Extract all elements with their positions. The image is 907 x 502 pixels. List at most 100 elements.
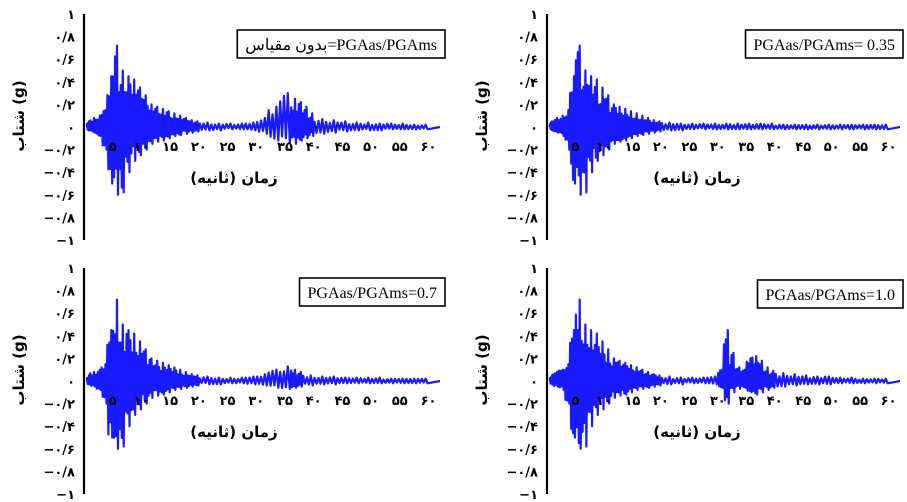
x-tick-label: ۴۵ <box>334 140 350 155</box>
y-axis-title: شتاب (g) <box>473 334 491 405</box>
x-tick-label: ۳۰ <box>710 394 726 409</box>
title-box <box>236 29 446 59</box>
y-tick-label: −۰/۸ <box>43 465 75 480</box>
x-tick-label: ۱۰ <box>596 394 612 409</box>
y-tick-label: −۰/۲ <box>506 398 538 413</box>
x-tick-label: ۱۵ <box>162 140 178 155</box>
x-tick-label: ۵۵ <box>852 394 868 409</box>
x-tick-label: ۵ <box>109 140 117 155</box>
x-tick-label: ۶۰ <box>881 394 897 409</box>
y-tick-label: ۰/۲ <box>517 352 538 367</box>
x-tick-label: ۲۰ <box>191 394 207 409</box>
x-tick-label: ۱۵ <box>624 394 640 409</box>
y-tick-label: −۱ <box>56 488 75 502</box>
x-axis-title: زمان (ثانیه) <box>190 423 277 441</box>
x-tick-label: ۲۵ <box>681 394 697 409</box>
y-tick-label: −۰/۲ <box>43 144 75 159</box>
y-tick-label: −۰/۸ <box>506 211 538 226</box>
y-tick-label: ۰/۲ <box>54 98 75 113</box>
y-tick-label: −۰/۲ <box>43 398 75 413</box>
x-tick-label: ۵ <box>571 394 579 409</box>
y-tick-label: ۱ <box>67 8 75 23</box>
y-tick-label: ۰/۶ <box>54 53 75 68</box>
x-tick-label: ۴۰ <box>306 140 322 155</box>
y-tick-label: −۰/۲ <box>506 144 538 159</box>
y-tick-label: ۱ <box>530 262 538 277</box>
y-tick-label: ۰ <box>67 375 75 390</box>
chart-title: PGAas/PGAms= 0.35 <box>754 37 895 54</box>
acceleration-series-line <box>85 298 441 450</box>
x-tick-label: ۴۵ <box>795 394 811 409</box>
x-tick-label: ۴۵ <box>795 140 811 155</box>
y-tick-label: −۰/۶ <box>43 189 75 204</box>
y-tick-label: −۱ <box>56 234 75 249</box>
y-tick-label: −۰/۶ <box>43 443 75 458</box>
x-tick-label: ۳۵ <box>738 140 754 155</box>
y-tick-label: ۰ <box>530 121 538 136</box>
y-tick-label: ۰ <box>67 121 75 136</box>
y-tick-label: ۰/۶ <box>54 307 75 322</box>
x-tick-label: ۱۰ <box>133 394 149 409</box>
y-tick-label: −۰/۸ <box>506 465 538 480</box>
y-tick-label: ۰/۸ <box>54 31 75 46</box>
x-axis-title: زمان (ثانیه) <box>653 169 740 187</box>
x-tick-label: ۵۵ <box>392 394 408 409</box>
x-tick-label: ۳۰ <box>248 394 264 409</box>
x-tick-label: ۲۵ <box>220 140 236 155</box>
chart-title: PGAas/PGAms=0.7 <box>308 285 437 302</box>
y-tick-label: ۰/۴ <box>517 330 538 345</box>
x-tick-label: ۵۰ <box>363 394 379 409</box>
x-tick-label: ۲۰ <box>653 394 669 409</box>
y-tick-label: ۰/۲ <box>517 98 538 113</box>
chart-panel-2: ۱ ۰/۸ ۰/۶ ۰/۴ ۰/۲ ۰ −۰/۲ −۰/۴ −۰/۶ −۰/۸ −۱ ۵ ۱۰ ۱۵ ۲۰ ۲… <box>473 8 904 249</box>
acceleration-series-line <box>85 44 441 196</box>
y-tick-label: ۰/۸ <box>517 285 538 300</box>
x-tick-label: ۲۰ <box>653 140 669 155</box>
x-tick-label: ۴۰ <box>767 394 783 409</box>
y-tick-label: ۰ <box>530 375 538 390</box>
chart-panel-3: ۱ ۰/۸ ۰/۶ ۰/۴ ۰/۲ ۰ −۰/۲ −۰/۴ −۰/۶ −۰/۸ −۱ ۵ ۱۰ ۱۵ ۲۰ ۲… <box>10 262 446 502</box>
y-tick-label: ۰/۸ <box>517 31 538 46</box>
y-tick-label: −۰/۴ <box>43 420 75 435</box>
x-tick-label: ۵۰ <box>824 394 840 409</box>
x-tick-label: ۳۰ <box>710 140 726 155</box>
x-tick-label: ۴۰ <box>767 140 783 155</box>
y-axis-title: شتاب (g) <box>10 334 28 405</box>
x-axis-title: زمان (ثانیه) <box>190 169 277 187</box>
y-tick-label: −۱ <box>519 234 538 249</box>
x-tick-label: ۳۰ <box>248 140 264 155</box>
y-tick-label: −۰/۸ <box>43 211 75 226</box>
chart-title: بدون مقیاس=PGAas/PGAms <box>245 37 437 54</box>
y-axis-title: شتاب (g) <box>10 80 28 151</box>
x-tick-label: ۵۰ <box>824 140 840 155</box>
x-tick-label: ۱۰ <box>596 140 612 155</box>
y-tick-label: ۱ <box>530 8 538 23</box>
y-axis-title: شتاب (g) <box>473 80 491 151</box>
x-tick-label: ۱۰ <box>133 140 149 155</box>
y-tick-label: −۰/۴ <box>43 166 75 181</box>
x-tick-label: ۶۰ <box>881 140 897 155</box>
y-tick-label: −۰/۶ <box>506 443 538 458</box>
title-box <box>298 277 446 307</box>
y-tick-label: ۰/۸ <box>54 285 75 300</box>
x-axis-title: زمان (ثانیه) <box>653 423 740 441</box>
x-tick-label: ۲۵ <box>681 140 697 155</box>
x-tick-label: ۱۵ <box>162 394 178 409</box>
title-box <box>744 29 904 59</box>
x-tick-label: ۳۵ <box>738 394 754 409</box>
title-box <box>756 279 904 309</box>
y-tick-label: ۰/۶ <box>517 307 538 322</box>
y-tick-label: ۱ <box>67 262 75 277</box>
x-tick-label: ۵۵ <box>852 140 868 155</box>
x-tick-label: ۵۰ <box>363 140 379 155</box>
y-tick-label: −۰/۴ <box>506 420 538 435</box>
x-tick-label: ۵ <box>109 394 117 409</box>
x-tick-label: ۵۵ <box>392 140 408 155</box>
y-tick-label: ۰/۴ <box>54 76 75 91</box>
y-tick-label: −۱ <box>519 488 538 502</box>
x-tick-label: ۵ <box>571 140 579 155</box>
x-tick-label: ۶۰ <box>421 140 437 155</box>
x-tick-label: ۲۵ <box>220 394 236 409</box>
